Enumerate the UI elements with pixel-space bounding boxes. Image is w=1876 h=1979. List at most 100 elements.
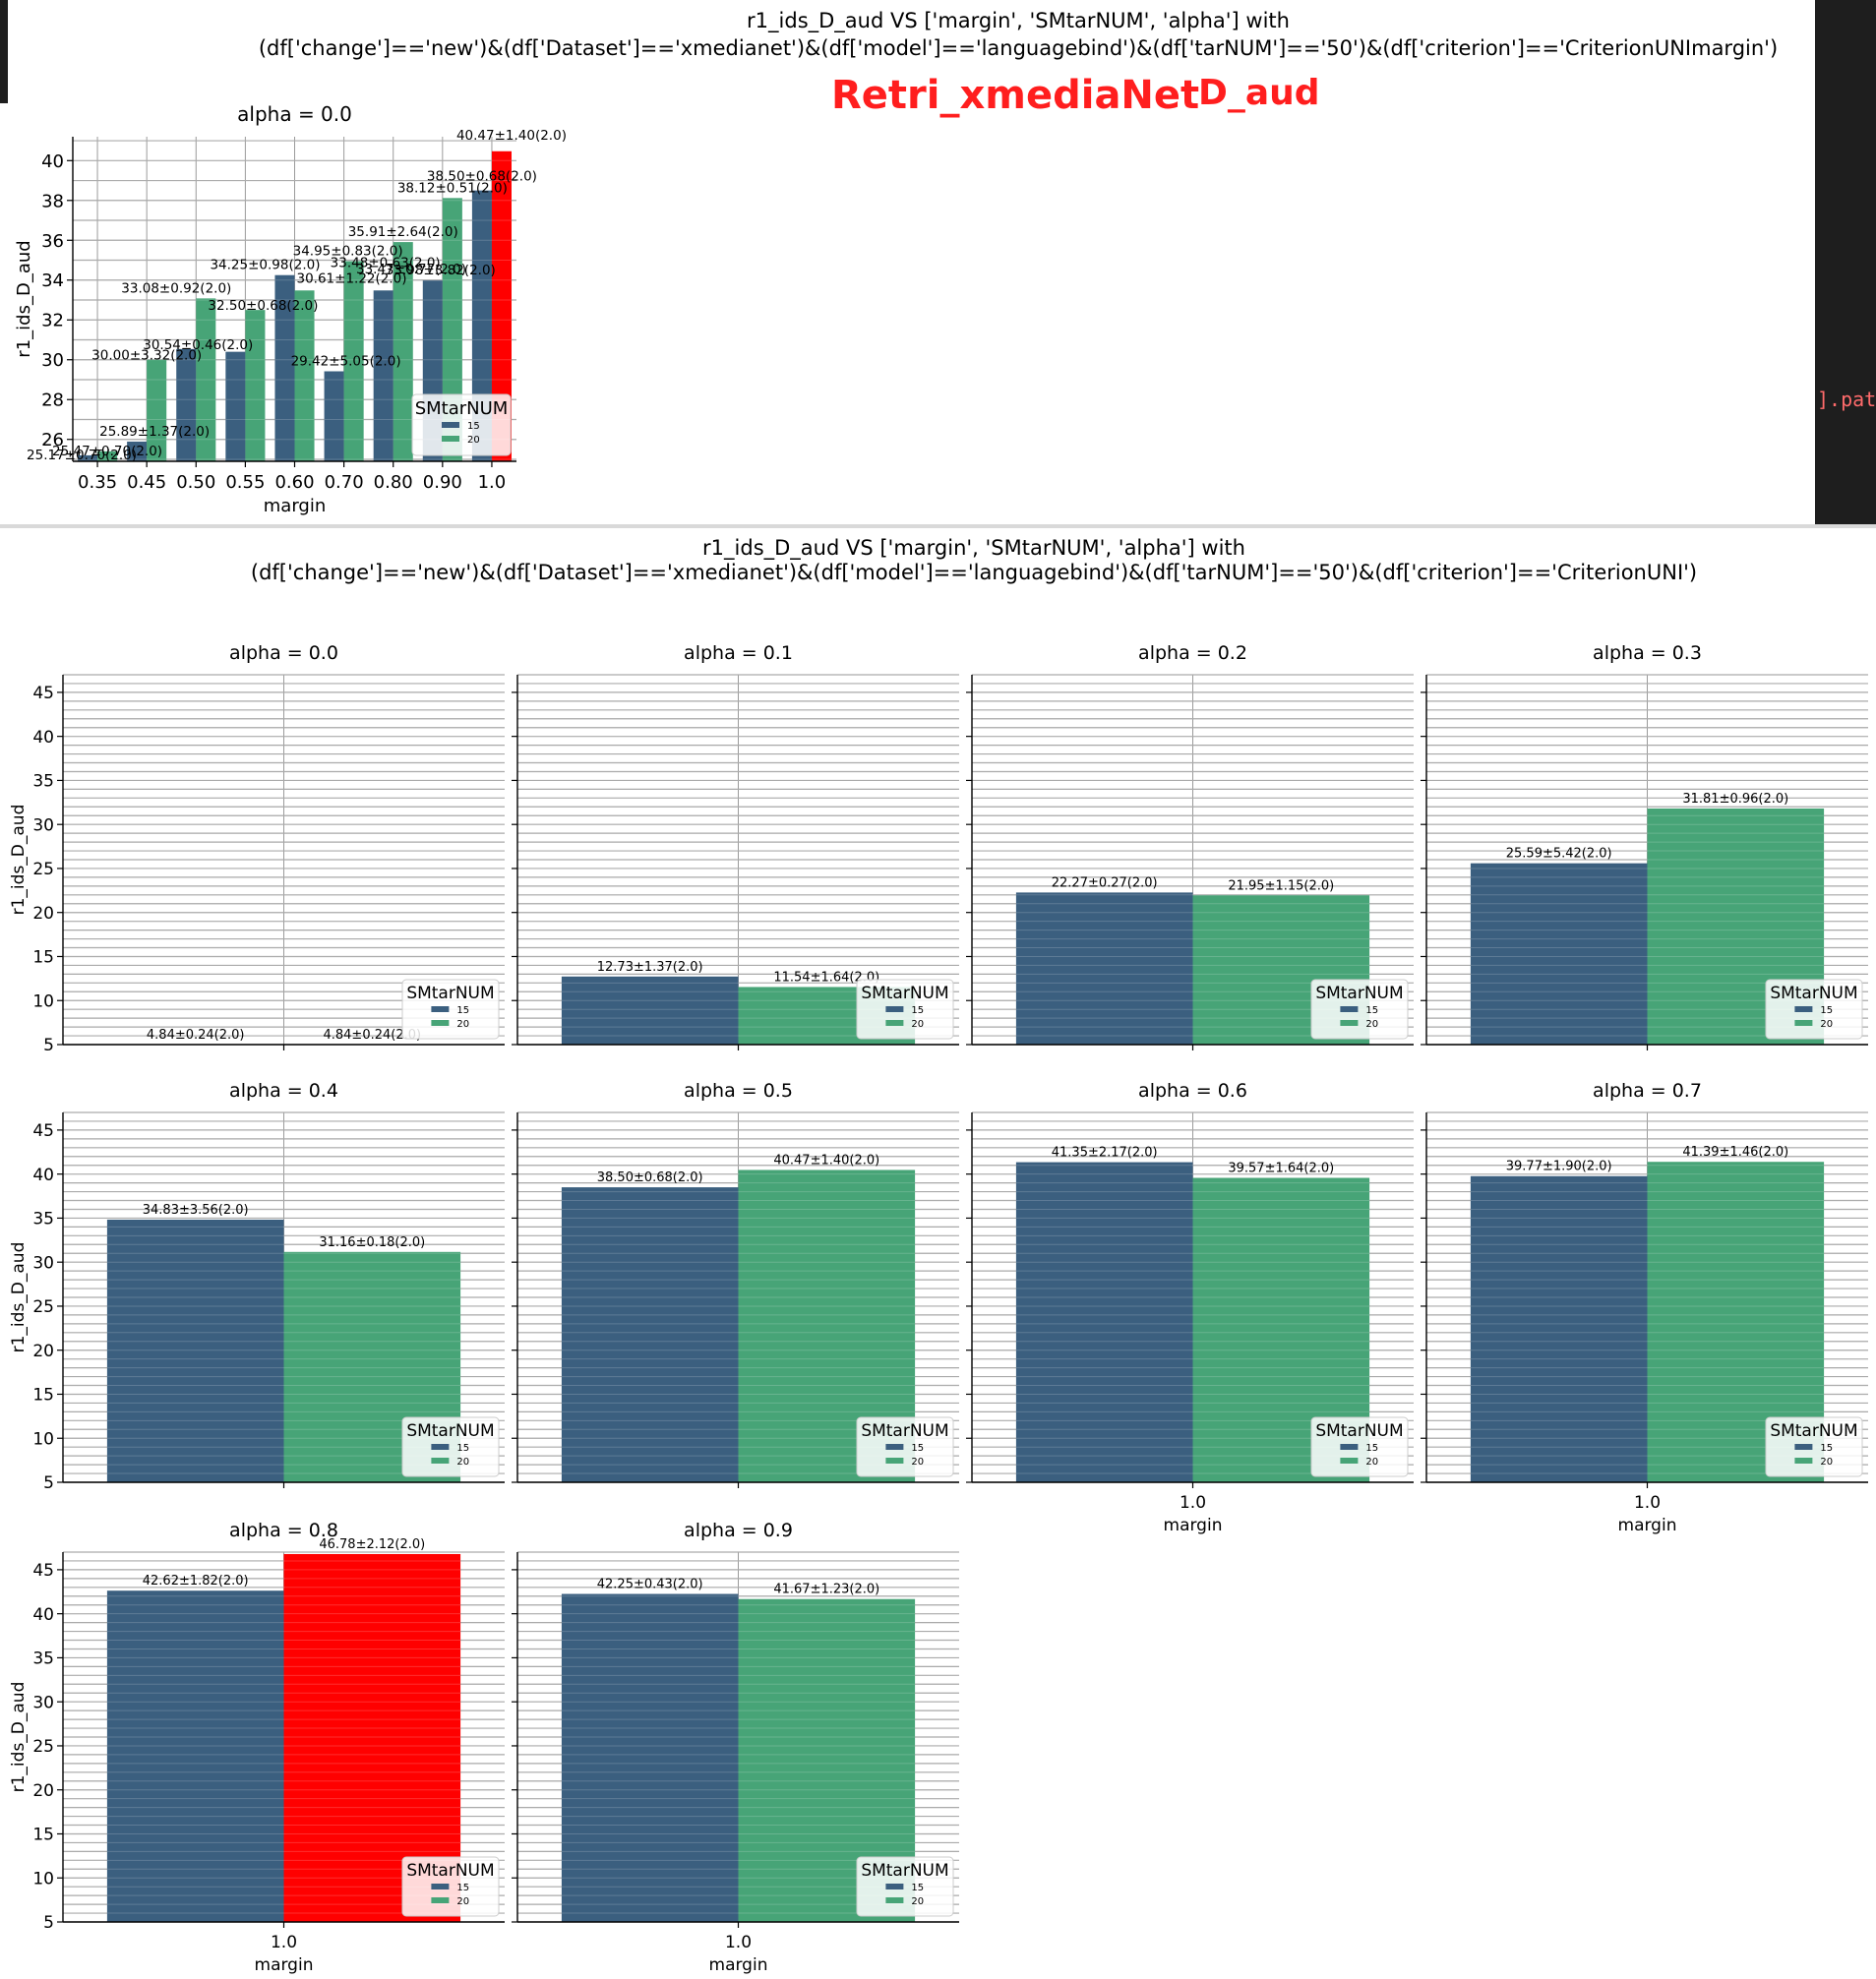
x-tick-label: 1.0 [725,1933,752,1952]
bar-series-15 [561,1593,739,1922]
panel-title: alpha = 0.4 [229,1080,338,1102]
y-tick-label: 35 [32,1649,54,1669]
bar-series-15 [106,1590,284,1922]
terminal-panel [1815,0,1876,524]
y-tick-label: 25 [32,860,54,879]
legend-box [1310,979,1409,1040]
y-tick-label: 36 [41,231,64,252]
x-tick-label: 0.90 [423,472,462,493]
legend-swatch-20 [885,1458,904,1464]
bar-series-15 [1470,863,1648,1045]
editor-edge [0,0,8,103]
bar-value-label: 30.61±1.22(2.0) [297,270,407,286]
y-tick-label: 30 [41,350,64,371]
top-chart-title-line1: r1_ids_D_aud VS ['margin', 'SMtarNUM', '… [747,9,1290,32]
bar-value-label: 41.35±2.17(2.0) [1052,1146,1158,1161]
panel-title: alpha = 0.7 [1593,1080,1702,1102]
bottom-figure-title-line1: r1_ids_D_aud VS ['margin', 'SMtarNUM', '… [702,536,1245,560]
legend-entry-20: 20 [1820,1457,1833,1468]
legend-swatch-20 [885,1020,904,1026]
y-axis-label: r1_ids_D_aud [9,1242,29,1353]
legend-entry-15: 15 [456,1883,469,1893]
x-axis-label: margin [1618,1516,1677,1535]
bar-value-label: 33.47±0.77(2.0) [356,262,466,277]
bar-value-label: 42.25±0.43(2.0) [597,1578,703,1592]
bar-value-label: 25.59±5.42(2.0) [1506,847,1612,862]
panel-title: alpha = 0.8 [229,1520,338,1541]
top-chart-title-line2: (df['change']=='new')&(df['Dataset']=='x… [258,36,1779,60]
legend-entry-15: 15 [911,1443,924,1454]
legend-entry-15: 15 [911,1005,924,1016]
legend-box [1310,1416,1409,1477]
y-tick-label: 30 [32,1253,54,1273]
x-tick-label: 0.70 [325,472,364,493]
annotation-sub: D_aud [1198,73,1320,113]
y-tick-label: 30 [32,1693,54,1712]
legend-title: SMtarNUM [415,398,509,419]
bar-value-label: 22.27±0.27(2.0) [1052,875,1158,890]
x-tick-label: 0.80 [374,472,413,493]
y-tick-label: 26 [41,430,64,450]
legend-swatch-15 [1794,1444,1813,1450]
panel-title: alpha = 0.6 [1138,1080,1247,1102]
legend-entry-15: 15 [1365,1443,1378,1454]
legend-swatch-15 [1340,1006,1359,1012]
y-tick-label: 15 [32,1826,54,1845]
bar-value-label: 31.16±0.18(2.0) [319,1235,425,1250]
bar-series-15 [1015,1162,1193,1482]
x-tick-label: 0.45 [127,472,166,493]
panel-title: alpha = 0.0 [237,102,352,126]
bar-series-20 [491,150,512,461]
legend-box [401,1856,500,1917]
bottom-figure-title-line2: (df['change']=='new')&(df['Dataset']=='x… [250,561,1698,584]
bar-series-15 [106,1219,284,1482]
y-tick-label: 5 [43,1036,54,1055]
y-tick-label: 15 [32,1386,54,1406]
y-tick-label: 38 [41,191,64,211]
bar-value-label: 4.84±0.24(2.0) [147,1028,245,1043]
terminal-text: ].pat [1817,388,1876,411]
bar-series-15 [225,351,246,461]
bar-value-label: 33.08±0.92(2.0) [121,280,231,296]
legend-title: SMtarNUM [861,984,948,1003]
bar-series-20 [97,450,118,461]
bar-value-label: 35.91±2.64(2.0) [348,224,458,240]
legend-swatch-20 [1794,1020,1813,1026]
bar-value-label: 29.42±5.05(2.0) [291,353,401,369]
legend-title: SMtarNUM [1770,984,1857,1003]
legend-title: SMtarNUM [861,1421,948,1441]
bar-value-label: 32.50±0.68(2.0) [208,298,318,314]
y-tick-label: 10 [32,1869,54,1889]
y-tick-label: 40 [32,1605,54,1625]
bar-value-label: 38.50±0.68(2.0) [597,1170,703,1185]
y-tick-label: 30 [32,815,54,835]
bar-value-label: 41.39±1.46(2.0) [1682,1145,1788,1160]
bar-value-label: 33.98±3.82(2.0) [386,263,496,278]
legend-entry-15: 15 [1820,1443,1833,1454]
bar-series-20 [196,298,216,461]
bar-series-20 [343,261,364,461]
y-tick-label: 45 [32,1121,54,1141]
bar-value-label: 33.48±0.63(2.0) [331,255,441,270]
legend-swatch-15 [885,1884,904,1889]
y-tick-label: 20 [32,904,54,924]
legend-swatch-20 [442,436,459,442]
bar-value-label: 40.47±1.40(2.0) [773,1153,879,1168]
bar-value-label: 34.95±0.83(2.0) [293,244,403,260]
legend-box [1765,979,1863,1040]
bar-value-label: 39.57±1.64(2.0) [1228,1162,1334,1176]
y-axis-label: r1_ids_D_aud [9,805,29,916]
y-tick-label: 25 [32,1737,54,1757]
bar-value-label: 38.12±0.51(2.0) [397,180,508,196]
panel-title: alpha = 0.9 [684,1520,793,1541]
x-tick-label: 1.0 [1180,1493,1206,1513]
bar-series-15 [324,371,344,461]
y-tick-label: 40 [32,1166,54,1185]
x-tick-label: 1.0 [1634,1493,1661,1513]
bar-value-label: 25.47±0.70(2.0) [52,444,162,459]
bar-value-label: 11.54±1.64(2.0) [773,970,879,985]
legend-swatch-15 [442,422,459,428]
legend-swatch-15 [1340,1444,1359,1450]
bar-series-15 [561,976,739,1045]
y-tick-label: 25 [32,1297,54,1317]
